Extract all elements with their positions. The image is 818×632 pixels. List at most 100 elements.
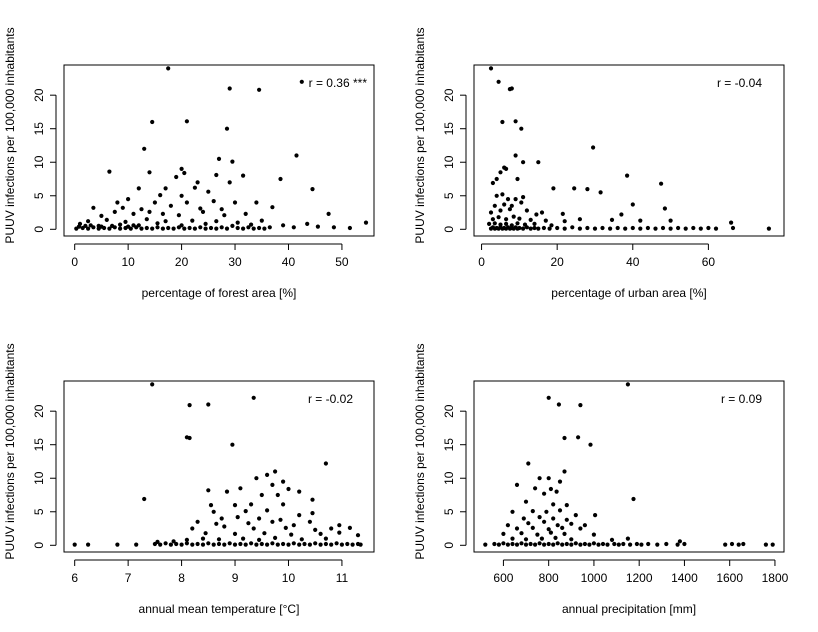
data-point	[528, 217, 533, 222]
data-point	[259, 218, 264, 223]
data-point	[254, 542, 259, 547]
data-point	[523, 542, 529, 547]
data-point	[730, 225, 736, 231]
data-point	[562, 226, 567, 231]
data-point	[179, 193, 184, 198]
y-tick-label: 5	[32, 192, 46, 199]
data-point	[294, 153, 299, 158]
data-point	[494, 193, 499, 198]
data-point	[118, 222, 123, 227]
x-axis-label: annual mean temperature [°C]	[139, 602, 300, 616]
data-point	[593, 513, 598, 518]
data-point	[297, 513, 302, 518]
data-point	[168, 203, 173, 208]
correlation-annotation: r = 0.36 ***	[309, 76, 368, 90]
data-point	[198, 206, 203, 211]
data-point	[551, 502, 556, 507]
data-point	[227, 86, 232, 91]
data-point	[533, 486, 538, 491]
data-point	[546, 527, 551, 532]
plot-frame	[63, 380, 375, 553]
data-point	[638, 218, 643, 223]
data-point	[86, 219, 91, 224]
data-point	[187, 435, 192, 441]
data-point	[488, 210, 494, 215]
data-point	[134, 542, 139, 547]
data-point	[492, 541, 497, 547]
data-point	[537, 541, 542, 546]
data-points	[483, 382, 775, 547]
data-point	[548, 486, 554, 492]
data-point	[564, 503, 569, 508]
data-point	[588, 442, 593, 447]
y-tick-label: 10	[32, 155, 46, 169]
data-point	[99, 224, 104, 229]
data-point	[500, 192, 505, 197]
data-point	[519, 200, 524, 205]
data-point	[331, 225, 336, 230]
data-point	[262, 226, 267, 231]
data-point	[496, 79, 501, 84]
data-point	[564, 517, 569, 522]
data-point	[219, 516, 224, 521]
data-point	[560, 211, 565, 216]
data-point	[582, 541, 588, 547]
data-point	[267, 225, 272, 230]
data-point	[524, 208, 530, 213]
data-point	[504, 217, 509, 222]
data-point	[86, 226, 91, 231]
data-point	[171, 539, 176, 544]
data-point	[136, 186, 141, 191]
data-point	[150, 382, 155, 387]
data-point	[243, 542, 248, 547]
data-point	[243, 211, 248, 216]
data-point	[200, 542, 206, 547]
x-axis-label: percentage of urban area [%]	[551, 286, 706, 300]
data-point	[350, 542, 355, 547]
correlation-annotation: r = -0.04	[717, 76, 762, 90]
data-point	[305, 221, 310, 226]
data-point	[310, 187, 315, 192]
data-point	[160, 226, 165, 231]
data-point	[163, 219, 168, 224]
data-point	[623, 226, 628, 231]
data-point	[596, 542, 601, 547]
data-point	[530, 525, 535, 531]
data-point	[206, 402, 211, 407]
data-point	[214, 219, 219, 224]
y-tick-label: 10	[442, 471, 456, 485]
x-tick-label: 1400	[671, 571, 698, 585]
data-point	[174, 541, 179, 547]
data-point	[530, 509, 535, 514]
data-point	[155, 221, 160, 226]
data-point	[631, 496, 636, 502]
data-point	[184, 537, 189, 543]
data-point	[537, 515, 542, 520]
data-point	[358, 542, 363, 547]
data-point	[682, 541, 687, 547]
data-point	[222, 542, 227, 547]
data-point	[249, 502, 254, 507]
data-point	[323, 536, 328, 541]
data-point	[198, 225, 203, 230]
data-point	[653, 226, 658, 231]
data-point	[488, 66, 494, 71]
data-point	[206, 189, 211, 194]
x-tick-label: 800	[539, 571, 559, 585]
data-point	[770, 542, 775, 547]
data-point	[139, 226, 144, 231]
data-point	[158, 193, 163, 198]
data-point	[270, 519, 275, 524]
data-point	[289, 532, 294, 537]
data-point	[187, 225, 192, 231]
data-point	[235, 515, 240, 520]
data-point	[536, 226, 541, 231]
data-point	[560, 525, 565, 531]
data-point	[176, 225, 181, 230]
data-point	[514, 526, 520, 531]
data-point	[227, 180, 232, 185]
data-point	[337, 523, 342, 528]
data-point	[230, 442, 235, 447]
data-point	[557, 508, 563, 513]
data-point	[553, 535, 558, 541]
